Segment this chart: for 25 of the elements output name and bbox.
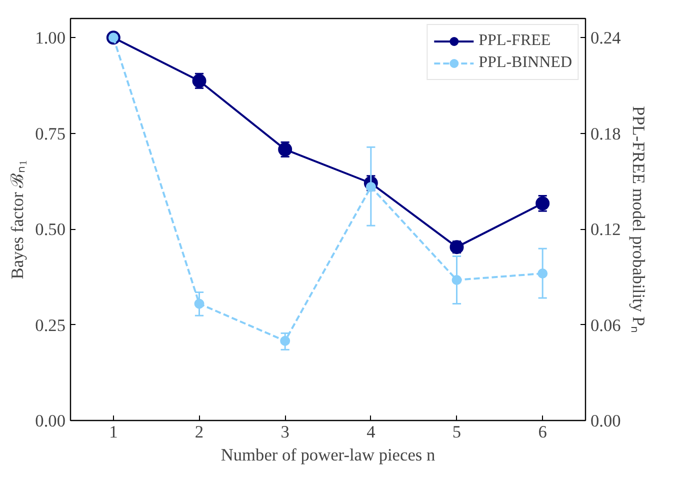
y2-tick-label: 0.24 [590, 28, 622, 48]
y2-tick-label: 0.18 [590, 124, 621, 144]
y-tick-label: 0.00 [35, 412, 66, 430]
y2-tick-label: 0.12 [590, 220, 621, 240]
x-tick-label: 2 [194, 422, 204, 442]
y-axis-title: Bayes factor ℬₙ₁ [8, 160, 28, 280]
x-tick-label: 5 [452, 422, 462, 442]
x-tick-label: 1 [109, 422, 118, 442]
y2-axis-title: PPL-FREE model probability Pₙ [628, 106, 648, 333]
y-tick-label: 1.00 [35, 28, 66, 48]
point [452, 275, 462, 285]
x-tick-label: 3 [280, 422, 290, 442]
point [538, 268, 548, 278]
point [194, 298, 204, 309]
x-axis-title: Number of power-law pieces n [220, 446, 436, 464]
y-tick-label: 0.25 [35, 316, 66, 335]
x-tick-label: 4 [366, 422, 376, 442]
legend-label: PPL-BINNED [478, 54, 572, 72]
y-tick-label: 0.50 [35, 220, 66, 240]
y-tick-label: 0.75 [35, 124, 66, 144]
x-tick-label: 6 [538, 422, 548, 442]
y2-tick-label: 0.00 [590, 412, 621, 430]
legend-label: PPL-FREE [478, 32, 551, 50]
point [280, 336, 290, 346]
y2-tick-label: 0.06 [590, 316, 622, 335]
